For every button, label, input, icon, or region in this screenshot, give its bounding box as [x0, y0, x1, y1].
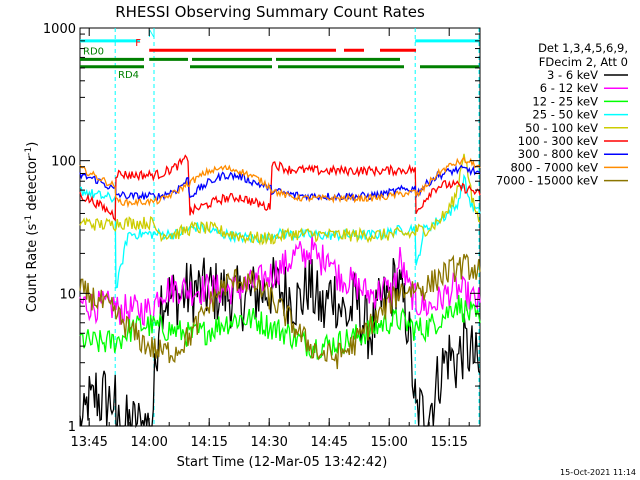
- series-layer: [79, 153, 481, 429]
- series-line-7: [79, 156, 481, 209]
- series-line-5: [79, 154, 481, 222]
- y-tick-label-0: 1: [68, 420, 76, 435]
- series-line-0: [79, 257, 481, 429]
- series-line-6: [79, 164, 481, 203]
- series-line-1: [79, 233, 481, 327]
- y-axis-label-sup2: -1: [24, 147, 34, 156]
- chart-title: RHESSI Observing Summary Count Rates: [115, 3, 425, 21]
- legend-entry-label-6: 300 - 800 keV: [518, 147, 598, 161]
- legend-header-line1: Det 1,3,4,5,6,9,: [538, 41, 628, 55]
- status-bar-label-0: N: [148, 29, 155, 40]
- x-axis-label: Start Time (12-Mar-05 13:42:42): [177, 455, 388, 470]
- y-axis-label-part1: Count Rate (s: [25, 224, 40, 313]
- y-axis-label-sup1: -1: [24, 215, 34, 224]
- legend: Det 1,3,4,5,6,9, FDecim 2, Att 0 3 - 6 k…: [496, 41, 628, 188]
- legend-entry-label-8: 7000 - 15000 keV: [496, 174, 598, 188]
- series-line-8: [79, 253, 481, 370]
- x-tick-label-5: 15:00: [370, 435, 407, 450]
- legend-entry-label-0: 3 - 6 keV: [547, 68, 598, 82]
- x-tick-label-3: 14:30: [250, 435, 287, 450]
- plot-area: NF RD0 RD4: [79, 27, 481, 429]
- y-tick-label-2: 100: [51, 155, 76, 170]
- status-bar-label-1: F: [135, 38, 141, 49]
- x-tick-label-4: 14:45: [310, 435, 347, 450]
- y-axis-label-part3: ): [25, 142, 40, 147]
- y-tick-label-1: 10: [59, 287, 76, 302]
- legend-entry-label-5: 100 - 300 keV: [518, 134, 598, 148]
- status-bar-label-4: RD4: [118, 70, 139, 81]
- x-tick-label-0: 13:45: [70, 435, 107, 450]
- status-bar-label-3: RD0: [83, 46, 104, 57]
- plot-frame: [79, 27, 481, 427]
- legend-entry-label-7: 800 - 7000 keV: [510, 160, 598, 174]
- y-axis: 1 10 100 1000: [43, 22, 480, 435]
- generation-timestamp: 15-Oct-2021 11:14: [560, 468, 636, 477]
- y-axis-label-part2: detector: [25, 155, 40, 215]
- x-tick-label-2: 14:15: [190, 435, 227, 450]
- x-axis: 13:45 14:00 14:15 14:30 14:45 15:00 15:15: [70, 28, 470, 450]
- x-tick-label-6: 15:15: [430, 435, 467, 450]
- legend-entry-label-2: 12 - 25 keV: [532, 94, 598, 108]
- series-line-4: [79, 153, 481, 246]
- legend-header-line2: FDecim 2, Att 0: [539, 55, 628, 69]
- series-line-2: [79, 294, 481, 360]
- status-bars: NF RD0 RD4: [80, 29, 479, 81]
- legend-entry-label-4: 50 - 100 keV: [525, 121, 598, 135]
- y-tick-label-3: 1000: [43, 22, 76, 37]
- y-axis-label: Count Rate (s-1 detector-1): [24, 142, 40, 313]
- series-line-3: [79, 173, 481, 289]
- legend-entry-label-3: 25 - 50 keV: [532, 108, 598, 122]
- legend-entry-label-1: 6 - 12 keV: [540, 81, 598, 95]
- x-tick-label-1: 14:00: [130, 435, 167, 450]
